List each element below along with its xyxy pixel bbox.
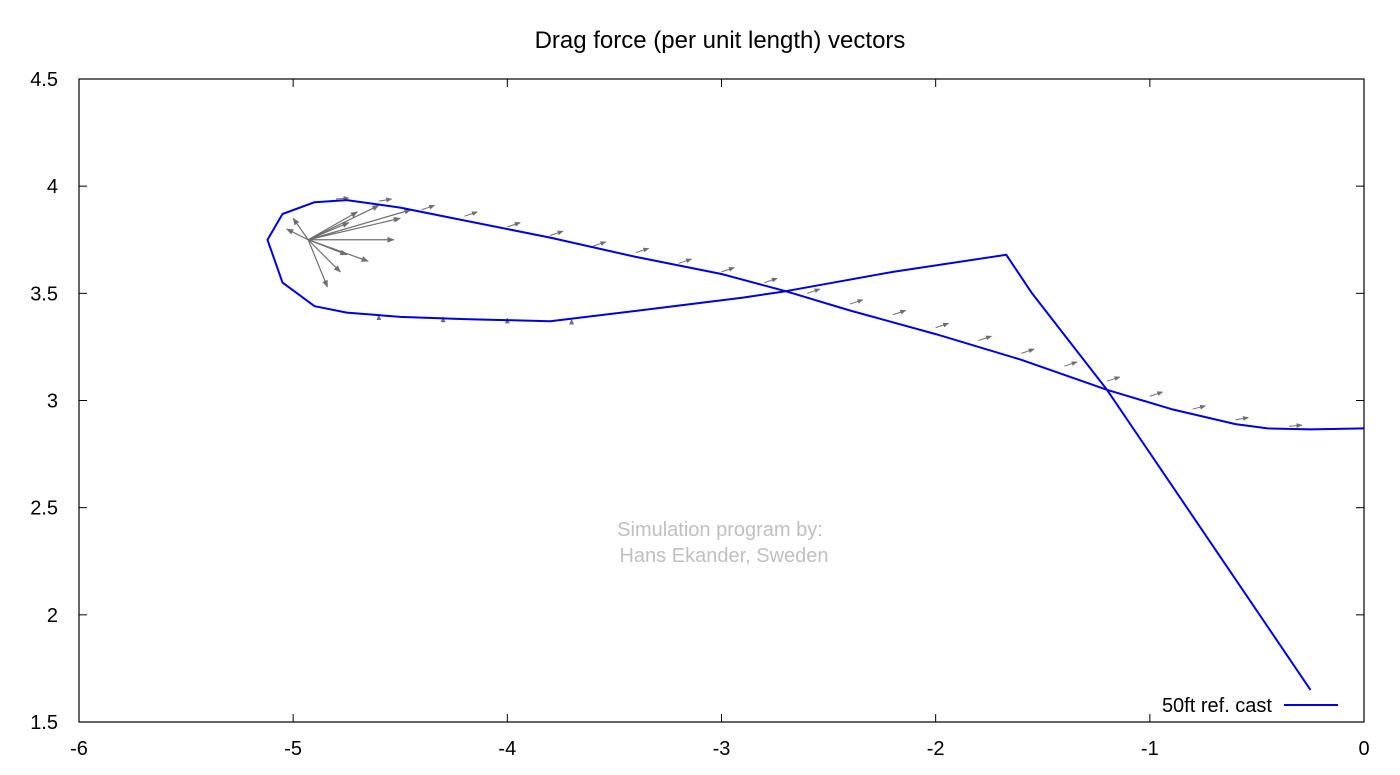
watermark-line-1: Simulation program by:	[617, 519, 823, 541]
drag-vector-arrow	[807, 288, 821, 294]
drag-vector-arrow	[286, 228, 309, 241]
drag-vector-arrow	[421, 204, 436, 211]
y-tick-label: 2.5	[30, 498, 58, 520]
drag-vector-arrow	[635, 247, 650, 254]
drag-vector-arrow	[678, 258, 693, 264]
drag-vector-arrow	[1289, 423, 1303, 428]
drag-vector-arrow	[307, 211, 359, 241]
chart-title: Drag force (per unit length) vectors	[535, 27, 906, 54]
drag-vector-arrow	[978, 335, 992, 341]
drag-vector-layer	[286, 196, 1303, 428]
drag-vector-arrow	[307, 204, 380, 241]
x-tick-label: -1	[1141, 738, 1159, 760]
x-tick-label: -5	[284, 738, 302, 760]
y-tick-label: 4	[47, 176, 58, 198]
drag-vector-arrow	[1106, 376, 1121, 382]
series-line-cast	[266, 199, 1365, 691]
drag-vector-arrow	[935, 322, 950, 329]
drag-vector-arrow	[892, 309, 907, 316]
drag-vector-arrow	[307, 208, 412, 241]
drag-vector-arrow	[1021, 348, 1035, 354]
legend-label: 50ft ref. cast	[1162, 695, 1272, 717]
x-tick-label: -4	[498, 738, 516, 760]
y-tick-label: 3	[47, 391, 58, 413]
legend: 50ft ref. cast	[1162, 695, 1338, 717]
drag-vector-arrow	[721, 267, 735, 273]
drag-vector-arrow	[378, 197, 393, 203]
y-axis-ticks: 4.5 4 3.5 3 2.5 2 1.5	[30, 69, 1364, 734]
drag-vector-arrow	[1235, 416, 1249, 421]
drag-vector-arrow	[292, 217, 309, 241]
drag-vector-arrow	[307, 239, 328, 288]
drag-vector-arrow	[1064, 361, 1078, 367]
x-tick-label: -6	[70, 738, 88, 760]
drag-vector-arrow	[307, 239, 341, 273]
watermark-line-2: Hans Ekander, Sweden	[619, 545, 828, 567]
y-tick-label: 3.5	[30, 283, 58, 305]
drag-vector-arrow	[464, 211, 478, 217]
x-tick-label: 0	[1358, 738, 1369, 760]
x-tick-label: -3	[713, 738, 731, 760]
y-tick-label: 4.5	[30, 69, 58, 91]
x-tick-label: -2	[927, 738, 945, 760]
plot-frame	[78, 78, 1365, 723]
drag-vector-arrow	[1149, 391, 1164, 397]
x-axis-ticks: -6 -5 -4 -3 -2 -1 0	[70, 79, 1370, 760]
drag-vector-arrow	[335, 196, 350, 201]
y-tick-label: 1.5	[30, 712, 58, 734]
drag-vector-arrow	[550, 230, 564, 236]
drag-vector-arrow	[307, 239, 348, 256]
drag-vector-arrow	[764, 277, 778, 284]
drag-vector-arrow	[507, 222, 521, 228]
drag-vector-arrow	[592, 241, 607, 247]
drag-vector-arrow	[308, 216, 401, 241]
series-layer	[266, 199, 1365, 691]
drag-vector-arrow	[849, 299, 864, 305]
y-tick-label: 2	[47, 605, 58, 627]
drag-vector-arrow	[1192, 404, 1207, 410]
